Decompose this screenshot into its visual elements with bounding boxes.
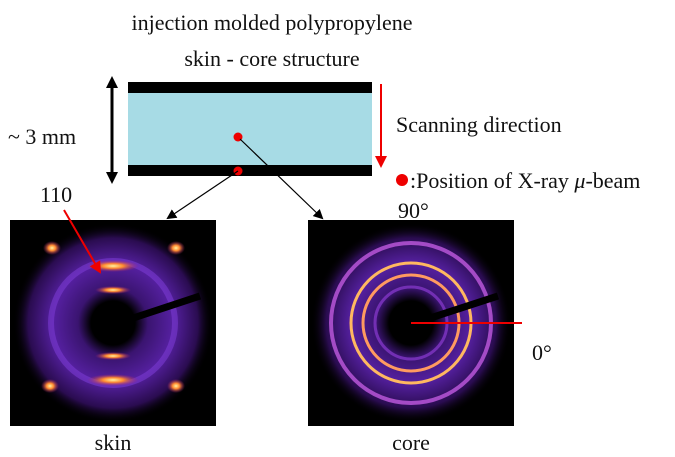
angle-right: 0° bbox=[532, 340, 552, 365]
subtitle: skin - core structure bbox=[184, 46, 359, 71]
core-layer bbox=[128, 93, 372, 165]
diagram: injection molded polypropylene skin - co… bbox=[0, 0, 675, 457]
skin-layer bbox=[128, 165, 372, 176]
title: injection molded polypropylene bbox=[131, 10, 412, 35]
scan-label: Scanning direction bbox=[396, 112, 562, 137]
skin-pattern bbox=[10, 220, 216, 426]
legend-prefix: :Position of X-ray bbox=[410, 168, 574, 193]
pointer bbox=[168, 171, 238, 218]
legend-symbol: μ bbox=[573, 168, 585, 193]
thickness-label: ~ 3 mm bbox=[8, 124, 76, 149]
skin-layer bbox=[128, 82, 372, 93]
reflection-label: 110 bbox=[40, 182, 72, 207]
legend-text: :Position of X-ray μ-beam bbox=[410, 168, 640, 193]
angle-top: 90° bbox=[398, 198, 429, 223]
legend-suffix: -beam bbox=[585, 168, 640, 193]
panel-label: skin bbox=[95, 430, 132, 455]
panel-label: core bbox=[392, 430, 430, 455]
legend-dot bbox=[396, 174, 408, 186]
